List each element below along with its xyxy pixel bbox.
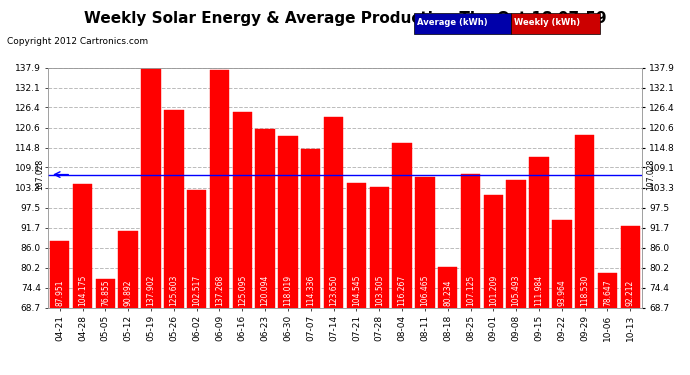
Text: 137.268: 137.268 bbox=[215, 274, 224, 306]
Bar bbox=[620, 226, 640, 308]
Bar bbox=[598, 273, 617, 308]
Text: 105.493: 105.493 bbox=[512, 274, 521, 306]
Text: 103.505: 103.505 bbox=[375, 274, 384, 306]
Bar bbox=[301, 149, 320, 308]
Text: 93.964: 93.964 bbox=[558, 279, 566, 306]
Text: 104.545: 104.545 bbox=[352, 274, 361, 306]
Bar bbox=[50, 241, 70, 308]
Bar bbox=[96, 279, 115, 308]
Text: 123.650: 123.650 bbox=[329, 274, 338, 306]
Text: 118.530: 118.530 bbox=[580, 274, 589, 306]
Bar bbox=[187, 190, 206, 308]
Text: 116.267: 116.267 bbox=[397, 274, 406, 306]
Bar bbox=[506, 180, 526, 308]
Bar bbox=[575, 135, 594, 308]
Text: 107.125: 107.125 bbox=[466, 274, 475, 306]
Text: 76.855: 76.855 bbox=[101, 279, 110, 306]
Text: Weekly Solar Energy & Average Production Thu Oct 18 07:59: Weekly Solar Energy & Average Production… bbox=[83, 11, 607, 26]
Bar bbox=[552, 220, 571, 308]
Text: 114.336: 114.336 bbox=[306, 274, 315, 306]
Bar bbox=[461, 174, 480, 308]
Bar bbox=[164, 110, 184, 308]
Text: 92.212: 92.212 bbox=[626, 279, 635, 306]
Bar bbox=[415, 177, 435, 308]
Text: 107.028: 107.028 bbox=[647, 159, 656, 190]
Bar bbox=[119, 231, 138, 308]
Text: 80.234: 80.234 bbox=[443, 279, 452, 306]
Bar bbox=[484, 195, 503, 308]
Bar bbox=[438, 267, 457, 308]
Bar bbox=[210, 70, 229, 308]
Text: Weekly (kWh): Weekly (kWh) bbox=[514, 18, 580, 27]
Bar bbox=[255, 129, 275, 308]
Text: 87.951: 87.951 bbox=[55, 279, 64, 306]
Bar bbox=[73, 184, 92, 308]
Text: 125.603: 125.603 bbox=[169, 274, 178, 306]
Bar bbox=[529, 158, 549, 308]
Text: 118.019: 118.019 bbox=[284, 274, 293, 306]
Text: 90.892: 90.892 bbox=[124, 279, 132, 306]
Text: 78.647: 78.647 bbox=[603, 279, 612, 306]
Text: 104.175: 104.175 bbox=[78, 274, 87, 306]
Bar bbox=[346, 183, 366, 308]
Text: Average (kWh): Average (kWh) bbox=[417, 18, 488, 27]
Text: 111.984: 111.984 bbox=[535, 274, 544, 306]
Text: 125.095: 125.095 bbox=[238, 274, 247, 306]
Bar bbox=[141, 68, 161, 308]
Bar bbox=[370, 187, 389, 308]
Text: 102.517: 102.517 bbox=[192, 274, 201, 306]
Bar bbox=[393, 142, 412, 308]
Text: 120.094: 120.094 bbox=[261, 274, 270, 306]
Text: 107.028: 107.028 bbox=[34, 159, 43, 190]
Text: 137.902: 137.902 bbox=[146, 274, 155, 306]
Bar bbox=[233, 112, 252, 308]
Text: 101.209: 101.209 bbox=[489, 274, 498, 306]
Text: Copyright 2012 Cartronics.com: Copyright 2012 Cartronics.com bbox=[7, 38, 148, 46]
Bar bbox=[324, 117, 344, 308]
Text: 106.465: 106.465 bbox=[420, 274, 429, 306]
Bar bbox=[278, 136, 297, 308]
